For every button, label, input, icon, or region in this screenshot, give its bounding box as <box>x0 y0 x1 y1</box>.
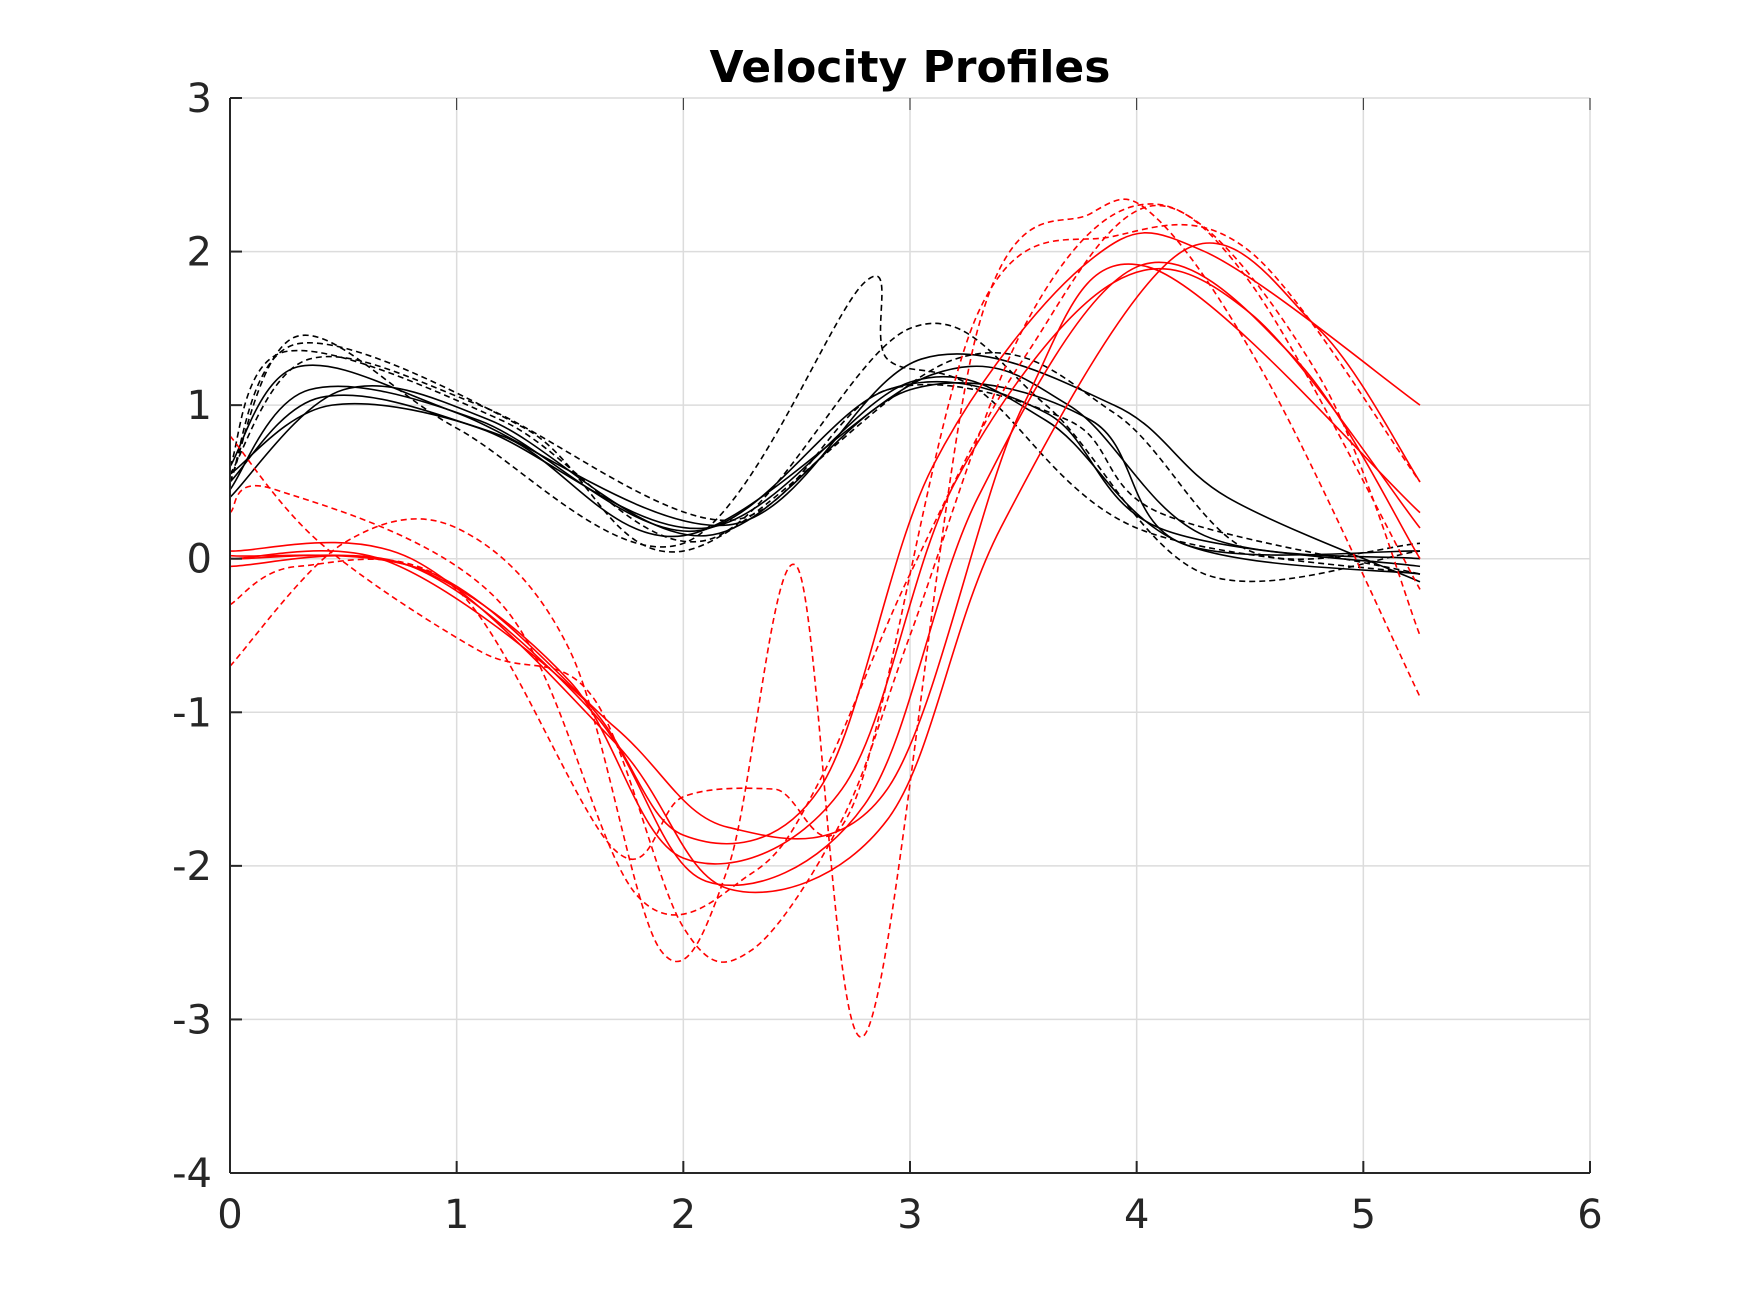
y-tick-label: -4 <box>172 1151 212 1197</box>
x-tick-label: 6 <box>1577 1192 1602 1238</box>
y-tick-label: 0 <box>187 537 212 583</box>
y-tick-label: -1 <box>172 690 212 736</box>
chart-title: Velocity Profiles <box>710 42 1111 93</box>
x-tick-label: 3 <box>897 1192 922 1238</box>
series-line-14 <box>229 263 1421 840</box>
x-tick-label: 2 <box>671 1192 696 1238</box>
x-tick-label: 0 <box>217 1192 242 1238</box>
x-tick-label: 1 <box>444 1192 469 1238</box>
x-tick-label: 5 <box>1351 1192 1376 1238</box>
series-line-16 <box>229 203 1421 963</box>
series-line-15 <box>229 198 1421 1038</box>
series-line-9 <box>229 342 1421 561</box>
y-tick-label: -3 <box>172 997 212 1043</box>
y-tick-label: 2 <box>187 230 212 276</box>
series-line-11 <box>229 261 1421 887</box>
series-line-7 <box>229 322 1421 583</box>
x-tick-label: 4 <box>1124 1192 1149 1238</box>
series-line-12 <box>229 242 1421 894</box>
series-line-18 <box>229 204 1421 916</box>
y-tick-label: 3 <box>187 76 212 122</box>
y-tick-label: -2 <box>172 844 212 890</box>
series-line-4 <box>229 353 1421 583</box>
axes: 0 1 2 3 4 5 6 3 2 1 0 -1 -2 -3 -4 <box>172 76 1603 1238</box>
series-group <box>229 198 1421 1038</box>
series-line-8 <box>229 355 1421 575</box>
y-tick-label: 1 <box>187 383 212 429</box>
series-line-17 <box>229 224 1421 860</box>
series-line-6 <box>229 275 1421 575</box>
